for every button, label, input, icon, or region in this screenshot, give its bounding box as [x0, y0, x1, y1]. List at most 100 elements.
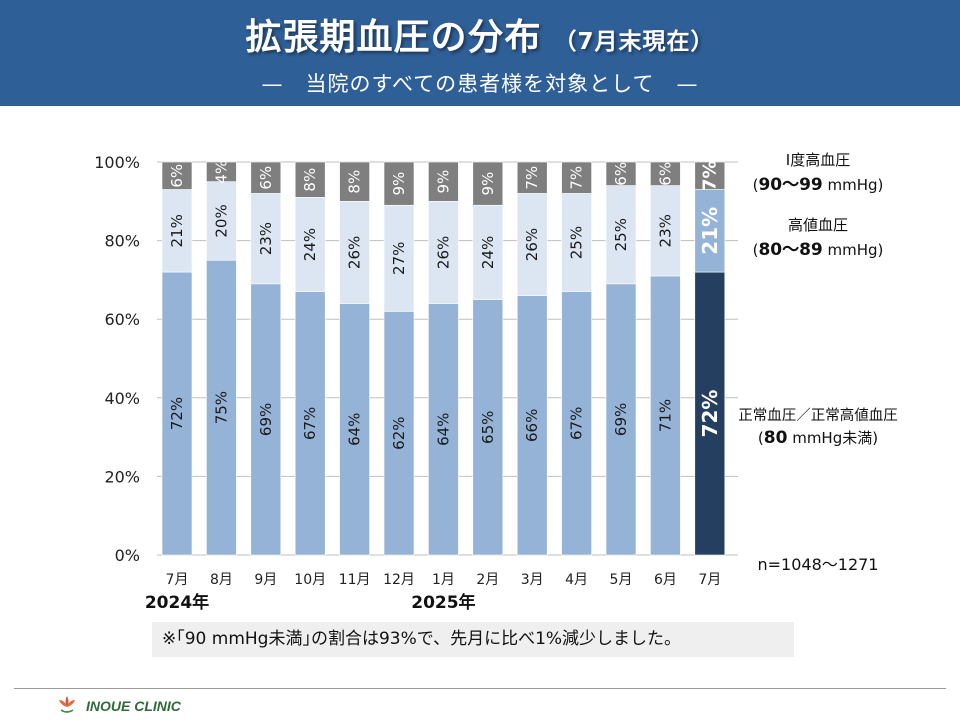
- data-label-grade1: 9%: [390, 172, 408, 196]
- data-label-grade1: 8%: [301, 168, 319, 192]
- data-label-high_normal: 21%: [698, 207, 722, 255]
- data-label-grade1: 9%: [434, 170, 452, 194]
- bar-segment-high_normal: [428, 201, 459, 304]
- data-label-normal: 64%: [434, 413, 452, 446]
- y-tick-label: 60%: [104, 310, 140, 329]
- data-label-normal: 69%: [257, 403, 275, 436]
- data-label-high_normal: 25%: [612, 218, 630, 251]
- page-subtitle: — 当院のすべての患者様を対象として —: [261, 72, 699, 96]
- data-label-grade1: 6%: [168, 164, 186, 188]
- header-banner: 拡張期血圧の分布 （7月末現在） — 当院のすべての患者様を対象として —: [0, 0, 960, 106]
- x-tick-label: 9月: [254, 572, 277, 588]
- bar-segment-grade1: [428, 161, 459, 202]
- bar-segment-grade1: [605, 161, 637, 186]
- data-label-high_normal: 23%: [656, 214, 674, 247]
- y-tick-label: 0%: [115, 546, 140, 565]
- legend-grade1-label: Ⅰ度高血圧: [786, 151, 850, 169]
- bar-segment-normal: [161, 271, 193, 556]
- stacked-bar-chart: 0% 20% 40% 60% 80% 100% 72% 21% 6% 7月 75% 20% 4% 8月 69…: [94, 151, 898, 613]
- data-label-normal: 75%: [212, 391, 230, 424]
- bar-segment-grade1: [383, 161, 415, 206]
- y-tick-label: 20%: [104, 467, 140, 486]
- bar-segment-grade1: [694, 161, 726, 190]
- summary-note: ※｢90 mmHg未満｣の割合は93%で、先月に比べ1%減少しました。: [152, 622, 794, 657]
- bar-segment-high_normal: [650, 185, 681, 277]
- bar-segment-high_normal: [383, 204, 415, 312]
- bar-segment-grade1: [472, 161, 504, 206]
- x-tick-label: 5月: [610, 572, 633, 588]
- bar-segment-normal: [516, 295, 548, 556]
- data-label-high_normal: 27%: [390, 242, 408, 275]
- data-label-grade1: 7%: [523, 166, 541, 190]
- bar-segment-high_normal: [294, 197, 326, 292]
- bar-segment-high_normal: [472, 204, 504, 300]
- legend-grade1-range: (90〜99 mmHg): [753, 175, 884, 195]
- bar-segment-high_normal: [516, 193, 548, 296]
- data-label-normal: 62%: [390, 416, 408, 449]
- sample-size-label: n=1048〜1271: [758, 555, 879, 574]
- bar-segment-high_normal: [694, 189, 726, 273]
- clinic-name: INOUE CLINIC: [86, 698, 181, 714]
- bar-segment-normal: [250, 283, 282, 556]
- data-label-high_normal: 26%: [434, 236, 452, 269]
- y-tick-label: 40%: [104, 389, 140, 408]
- y-tick-label: 100%: [94, 153, 140, 172]
- data-label-normal: 69%: [612, 403, 630, 436]
- x-tick-label: 6月: [654, 572, 677, 588]
- bar-segment-normal: [472, 299, 504, 556]
- bar-segment-grade1: [206, 161, 237, 182]
- data-label-high_normal: 26%: [346, 236, 364, 269]
- data-label-normal: 67%: [301, 407, 319, 440]
- bar-segment-normal: [650, 275, 681, 556]
- data-label-grade1: 6%: [656, 162, 674, 186]
- clinic-logo-icon: [59, 696, 75, 713]
- data-label-normal: 66%: [523, 409, 541, 442]
- data-label-high_normal: 23%: [257, 222, 275, 255]
- data-label-grade1: 6%: [257, 166, 275, 190]
- x-year-label: 2025年: [411, 592, 475, 613]
- bar-segment-grade1: [339, 161, 370, 202]
- bar-segment-normal: [428, 303, 459, 556]
- data-label-normal: 71%: [656, 399, 674, 432]
- bar-segment-normal: [339, 303, 370, 556]
- data-label-grade1: 9%: [479, 172, 497, 196]
- data-label-normal: 67%: [568, 407, 586, 440]
- data-label-grade1: 7%: [699, 160, 720, 191]
- data-label-grade1: 6%: [612, 162, 630, 186]
- bar-segment-grade1: [294, 161, 326, 198]
- x-tick-label: 2月: [476, 572, 499, 588]
- x-tick-label: 10月: [294, 572, 326, 588]
- x-tick-label: 7月: [166, 572, 189, 588]
- bar-segment-normal: [694, 271, 726, 556]
- x-tick-label: 3月: [521, 572, 544, 588]
- x-tick-label: 1月: [432, 572, 455, 588]
- data-label-high_normal: 26%: [523, 228, 541, 261]
- x-tick-label: 4月: [565, 572, 588, 588]
- bar-segment-normal: [294, 291, 326, 556]
- page-title: 拡張期血圧の分布 （7月末現在）: [0, 8, 960, 60]
- legend-high-normal-range: (80〜89 mmHg): [753, 240, 884, 260]
- bar-segment-normal: [561, 291, 592, 556]
- bar-segment-grade1: [250, 161, 282, 194]
- title-sub: （7月末現在）: [553, 29, 715, 55]
- legend-high-normal-label: 高値血圧: [788, 216, 848, 234]
- bar-segment-high_normal: [161, 189, 193, 273]
- data-label-normal: 72%: [698, 390, 722, 438]
- bar-segment-grade1: [650, 161, 681, 186]
- bar-segment-normal: [383, 311, 415, 556]
- footer-divider: [14, 688, 946, 689]
- legend-normal-range: (80 mmHg未満): [758, 428, 878, 448]
- bar-segment-high_normal: [561, 193, 592, 292]
- data-label-grade1: 4%: [212, 160, 230, 184]
- bar-segment-grade1: [516, 161, 548, 194]
- bar-segment-grade1: [161, 161, 193, 190]
- x-tick-label: 11月: [339, 572, 371, 588]
- data-label-normal: 64%: [346, 413, 364, 446]
- x-tick-label: 12月: [383, 572, 415, 588]
- bar-segment-high_normal: [339, 201, 370, 304]
- data-label-grade1: 8%: [346, 170, 364, 194]
- data-label-high_normal: 25%: [568, 226, 586, 259]
- x-tick-label: 7月: [698, 572, 721, 588]
- title-text: 拡張期血圧の分布: [245, 17, 542, 58]
- bar-segment-high_normal: [206, 181, 237, 261]
